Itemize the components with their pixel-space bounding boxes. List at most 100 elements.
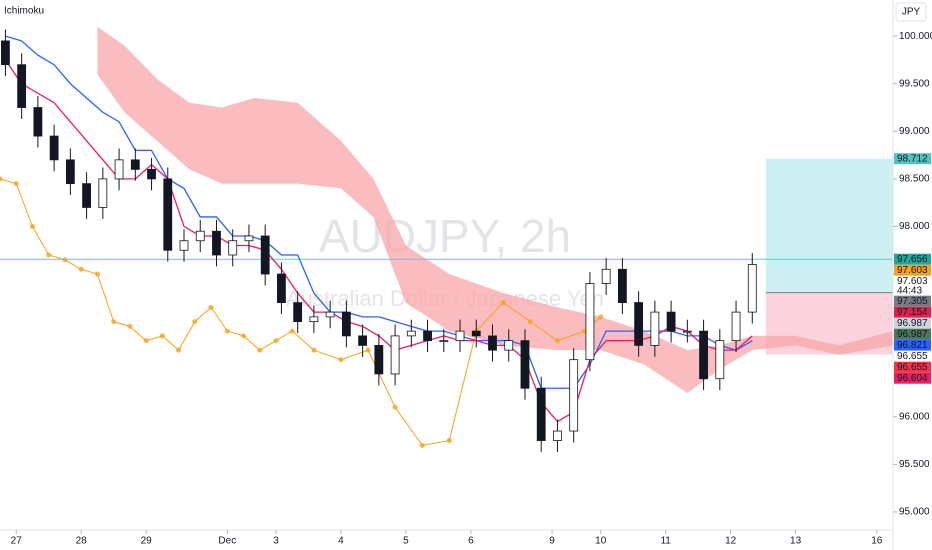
- price-label-bg: [894, 275, 931, 296]
- x-tick-label: 29: [141, 536, 153, 547]
- lagging-point: [62, 257, 68, 263]
- lagging-point: [13, 181, 19, 187]
- price-label-bg: [894, 317, 931, 329]
- price-label: 96.987: [897, 329, 928, 340]
- ichimoku-cloud: [97, 26, 893, 393]
- candle-body: [293, 302, 303, 323]
- lagging-point: [127, 323, 133, 329]
- price-label-bg: [894, 253, 931, 265]
- candle-body: [82, 183, 91, 208]
- plot: [0, 26, 893, 452]
- lagging-point: [46, 252, 52, 258]
- candle-body: [747, 264, 757, 313]
- lagging-point: [159, 333, 165, 339]
- watermark-title: AUDJPY, 2h: [319, 210, 571, 262]
- candle-body: [212, 230, 221, 256]
- candle-body: [65, 159, 75, 185]
- lagging-point: [446, 438, 452, 444]
- candle-body: [455, 330, 465, 342]
- x-tick-label: 3: [273, 536, 279, 547]
- price-label: 98.712: [897, 153, 928, 164]
- x-tick-label: 12: [725, 536, 737, 547]
- lagging-point: [311, 347, 317, 353]
- candle-body: [715, 340, 725, 380]
- price-label: 97.656: [897, 254, 928, 265]
- y-tick-label: 100.000: [899, 31, 932, 42]
- candle-body: [601, 268, 611, 284]
- lagging-point: [338, 357, 344, 363]
- candle-body: [228, 240, 238, 256]
- lagging-point: [241, 333, 247, 339]
- candle-body: [585, 283, 595, 361]
- currency-label[interactable]: JPY: [902, 7, 921, 18]
- candle-body: [520, 340, 530, 389]
- lagging-point: [192, 319, 198, 325]
- price-label-bg: [894, 264, 931, 276]
- x-tick-label: 9: [549, 536, 555, 547]
- y-tick-label: 95.500: [899, 459, 930, 470]
- lagging-point: [0, 176, 3, 182]
- x-tick-label: 11: [660, 536, 671, 547]
- x-tick-label: 5: [403, 536, 409, 547]
- lagging-point: [598, 314, 604, 320]
- lagging-point: [29, 223, 35, 229]
- y-tick-label: 95.000: [899, 507, 930, 518]
- price-label-bg: [894, 328, 931, 340]
- candle-body: [179, 240, 189, 251]
- lagging-point: [365, 347, 371, 353]
- candle-body: [617, 268, 627, 303]
- x-tick-label: 10: [595, 536, 607, 547]
- lagging-point: [143, 338, 149, 344]
- price-label: 97.154: [897, 307, 928, 318]
- y-tick-label: 96.000: [899, 411, 930, 422]
- currency-button[interactable]: [895, 2, 927, 22]
- candle-body: [488, 335, 497, 351]
- price-label-bg: [894, 361, 931, 373]
- candle-body: [390, 335, 400, 375]
- candle-body: [569, 359, 579, 432]
- lagging-point: [111, 319, 117, 325]
- candle-body: [423, 330, 432, 342]
- lagging-point: [554, 338, 560, 344]
- candle-body: [341, 311, 351, 337]
- price-label: 97.305: [897, 296, 928, 307]
- candle-body: [731, 311, 741, 342]
- candle-body: [309, 316, 319, 323]
- position-profit: [765, 158, 893, 293]
- lagging-point: [208, 304, 214, 310]
- lagging-point: [94, 271, 100, 277]
- x-tick-label: 4: [338, 536, 344, 547]
- candle-body: [666, 311, 676, 332]
- candle-body: [439, 340, 449, 343]
- lagging-point: [392, 404, 398, 410]
- candle-body: [358, 335, 368, 346]
- y-tick-label: 98.000: [899, 221, 930, 232]
- lagging-point: [78, 266, 84, 272]
- countdown: 44:43: [897, 285, 922, 296]
- price-label-bg: [894, 306, 931, 318]
- price-label: 96.655: [897, 351, 928, 362]
- y-tick-label: 98.500: [899, 174, 930, 185]
- x-tick-label: 16: [871, 536, 883, 547]
- lagging-point: [273, 338, 279, 344]
- candle-body: [536, 387, 546, 441]
- x-tick-label: Dec: [218, 536, 236, 547]
- price-label: 97.603: [897, 276, 928, 287]
- candle-body: [374, 345, 384, 375]
- lagging-point: [500, 300, 506, 306]
- candle-body: [98, 178, 108, 208]
- lagging-point: [224, 328, 230, 334]
- candle-body: [114, 159, 124, 180]
- candle-body: [699, 330, 708, 380]
- price-label-bg: [894, 295, 931, 307]
- price-label-bg: [894, 372, 931, 384]
- y-tick-label: 99.500: [899, 78, 930, 89]
- x-tick-label: 6: [468, 536, 474, 547]
- candle-body: [260, 235, 270, 275]
- price-label-bg: [894, 350, 931, 362]
- candle-body: [49, 135, 59, 161]
- candle-body: [553, 430, 562, 441]
- lagging-point: [527, 319, 533, 325]
- candle-body: [147, 168, 156, 180]
